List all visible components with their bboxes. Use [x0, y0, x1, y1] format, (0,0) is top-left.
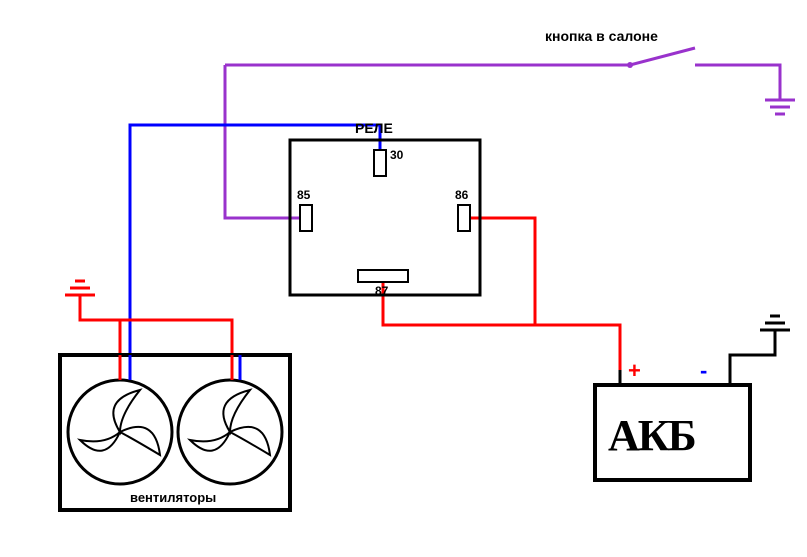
ground-red	[65, 281, 95, 295]
fan-2	[178, 380, 282, 484]
pin-85	[300, 205, 312, 231]
fan-1	[68, 380, 172, 484]
red-wires	[80, 218, 620, 385]
circuit-diagram	[0, 0, 807, 557]
plus-label: +	[628, 358, 641, 384]
pin85-label: 85	[297, 188, 310, 202]
fans-label: вентиляторы	[130, 490, 216, 505]
pin-87	[358, 270, 408, 282]
fans-box	[60, 355, 290, 510]
pin87-label: 87	[375, 284, 388, 298]
black-wires	[730, 330, 775, 385]
blue-wires	[130, 125, 380, 370]
ground-purple	[765, 100, 795, 114]
ground-black	[760, 316, 790, 330]
switch-symbol	[627, 48, 695, 68]
switch-label: кнопка в салоне	[545, 28, 658, 44]
pin30-label: 30	[390, 148, 403, 162]
pin-30	[374, 150, 386, 176]
pin86-label: 86	[455, 188, 468, 202]
relay-label: РЕЛЕ	[355, 120, 393, 136]
minus-label: -	[700, 358, 707, 384]
pin-86	[458, 205, 470, 231]
battery-label: АКБ	[608, 410, 695, 461]
